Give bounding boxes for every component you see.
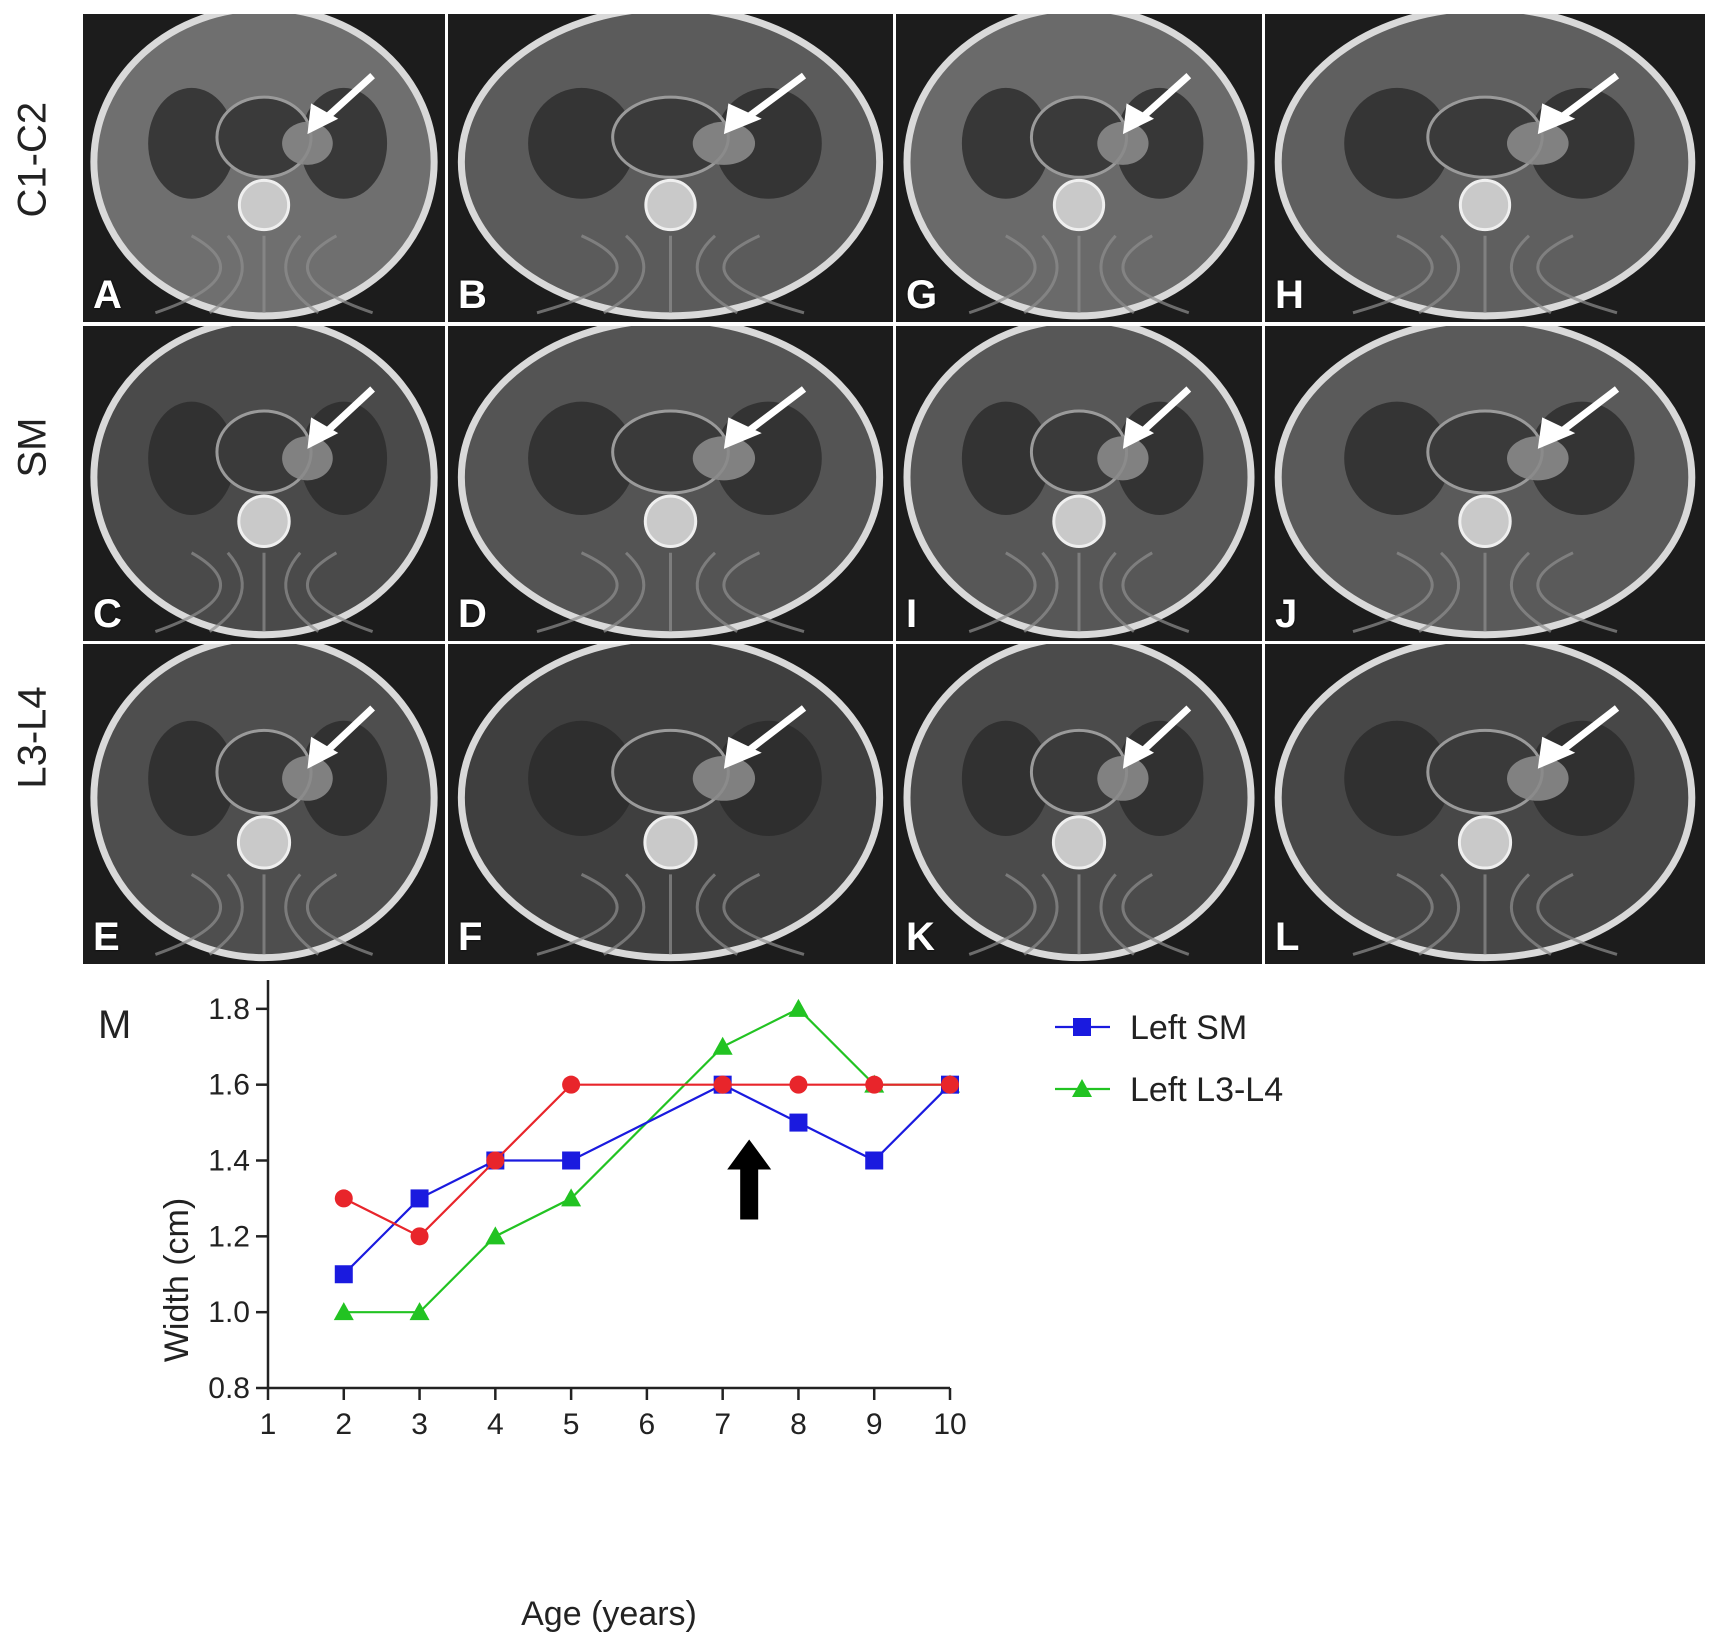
legend-label: Left L3-L4 [1130,1071,1283,1109]
y-tick-label: 1.8 [208,993,250,1026]
data-point [941,1075,959,1094]
row-label-l3l4: L3-L4 [10,686,55,789]
data-point [410,1189,429,1208]
data-point [561,1188,582,1207]
data-point [712,1036,733,1055]
y-tick-label: 0.8 [208,1372,250,1405]
mri-panel-j: J [1265,326,1705,641]
data-point [334,1189,353,1208]
mri-panel-g: G [896,14,1262,322]
panel-letter: K [906,915,935,959]
mri-panel-c: C [83,326,445,641]
legend-marker [1072,1079,1092,1097]
series-line [343,1007,950,1314]
legend-item: Left C1-C2 [1130,980,1294,985]
x-tick-label: 3 [411,1408,428,1441]
mri-image-grid: A B G H C D I J E F K L [83,14,1705,964]
data-point [486,1151,505,1170]
lesion-arrowhead-icon [723,417,762,449]
x-tick-label: 7 [714,1408,731,1441]
panel-letter: A [93,273,122,317]
row-label-c1c2: C1-C2 [10,101,55,218]
data-point [562,1151,581,1170]
mri-panel-f: F [448,644,893,964]
series-left-sm [334,1075,959,1284]
data-point [333,1302,354,1321]
panel-letter: B [458,273,487,317]
panel-label-m: M [98,1003,131,1047]
data-point [409,1302,430,1321]
panel-letter: L [1275,915,1300,959]
data-point [713,1075,732,1094]
lesion-arrowhead-icon [307,417,339,449]
panel-letter: D [458,592,487,636]
legend-marker [1073,1018,1091,1036]
y-tick-label: 1.4 [208,1145,250,1178]
data-point [334,1265,353,1284]
lesion-arrowhead-icon [1122,417,1155,449]
x-tick-label: 1 [260,1408,277,1441]
legend-item: Left SM [1055,1009,1247,1047]
x-tick-label: 10 [933,1408,966,1441]
up-arrow-icon [727,1139,772,1220]
mri-panel-l: L [1265,644,1705,964]
y-axis-label: Width (cm) [158,1198,196,1362]
data-point [562,1075,581,1094]
panel-letter: F [458,915,483,959]
y-tick-label: 1.2 [208,1220,250,1253]
y-tick-label: 1.0 [208,1296,250,1329]
lesion-arrowhead-icon [1537,417,1576,449]
lesion-arrowhead-icon [1537,736,1576,769]
lesion-arrowhead-icon [1122,736,1155,769]
series-line [342,1083,951,1276]
data-point [789,1113,808,1132]
mri-panel-i: I [896,326,1262,641]
x-tick-label: 6 [639,1408,656,1441]
panel-letter: E [93,915,120,959]
x-axis-label: Age (years) [521,1595,697,1633]
data-point [788,998,809,1017]
legend-item: Left L3-L4 [1055,1071,1283,1109]
panel-letter: C [93,592,122,636]
x-tick-label: 9 [866,1408,883,1441]
x-tick-label: 4 [487,1408,504,1441]
mri-panel-b: B [448,14,893,322]
lesion-arrowhead-icon [1537,103,1576,135]
mri-panel-e: E [83,644,445,964]
lesion-arrowhead-icon [723,736,762,769]
x-tick-label: 2 [335,1408,352,1441]
data-point [865,1075,884,1094]
panel-letter: J [1275,592,1298,636]
series-left-c1-c2 [334,1075,959,1246]
panel-letter: H [1275,273,1304,317]
panel-letter: I [906,592,918,636]
data-point [865,1151,884,1170]
legend-label: Left C1-C2 [1130,980,1294,985]
mri-panel-a: A [83,14,445,322]
legend-label: Left SM [1130,1009,1247,1047]
mri-panel-d: D [448,326,893,641]
panel-letter: G [906,273,938,317]
lesion-arrowhead-icon [307,103,339,135]
row-label-sm: SM [10,417,55,478]
data-point [485,1226,506,1245]
lesion-arrowhead-icon [1122,103,1155,135]
x-tick-label: 5 [563,1408,580,1441]
line-chart-width-vs-age: M 0.81.01.21.41.61.82.012345678910 Left … [98,980,1294,1633]
data-point [789,1075,808,1094]
y-tick-label: 1.6 [208,1069,250,1102]
mri-panel-h: H [1265,14,1705,322]
series-line [343,1083,950,1238]
lesion-arrowhead-icon [307,736,339,769]
lesion-arrowhead-icon [723,103,762,135]
x-tick-label: 8 [790,1408,807,1441]
mri-panel-k: K [896,644,1262,964]
data-point [410,1227,429,1246]
